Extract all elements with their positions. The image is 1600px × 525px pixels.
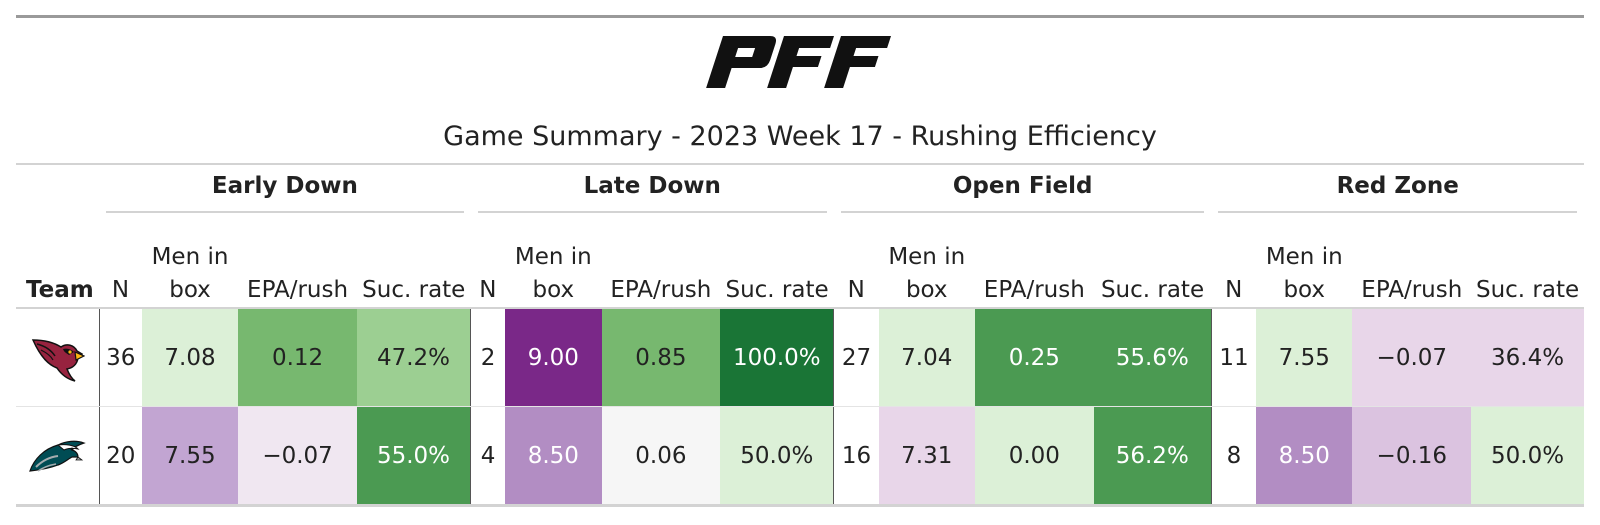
column-header-men-in-box-line2: box (905, 277, 948, 303)
rushing-efficiency-table: Early Down Late Down Open Field Red Zone… (16, 165, 1584, 507)
group-header-open-field: Open Field (834, 165, 1212, 221)
column-header-row: Team N Men in box EPA/rush Suc. rate N Men in b… (16, 221, 1584, 309)
title-rule (16, 163, 1584, 165)
cell-success-rate-early-down: 55.0% (356, 406, 471, 507)
column-header-epa-rush-red-zone: EPA/rush (1352, 221, 1472, 309)
cell-n-late-down: 2 (470, 308, 506, 407)
cell-men-in-box-early-down: 7.55 (141, 406, 239, 507)
group-header-row: Early Down Late Down Open Field Red Zone (16, 165, 1584, 221)
column-header-men-in-box-line1: Men in (1265, 244, 1343, 270)
column-header-success-rate-early-down: Suc. rate (356, 221, 471, 309)
cell-men-in-box-red-zone: 7.55 (1256, 308, 1353, 407)
column-header-n-red-zone: N (1211, 221, 1257, 309)
cell-epa-rush-red-zone: −0.16 (1352, 406, 1472, 507)
cell-men-in-box-open-field: 7.31 (878, 406, 975, 507)
cell-men-in-box-late-down: 9.00 (505, 308, 602, 407)
column-header-epa-rush-early-down: EPA/rush (238, 221, 357, 309)
cell-epa-rush-early-down: 0.12 (238, 308, 357, 407)
cell-epa-rush-late-down: 0.06 (601, 406, 721, 507)
philadelphia-eagles-logo-icon (29, 440, 87, 472)
cell-men-in-box-open-field: 7.04 (878, 308, 975, 407)
column-header-success-rate-open-field: Suc. rate (1093, 221, 1212, 309)
top-rule (16, 15, 1584, 18)
cell-epa-rush-open-field: 0.25 (974, 308, 1094, 407)
column-header-men-in-box-early-down: Men in box (141, 221, 239, 309)
column-header-success-rate-late-down: Suc. rate (720, 221, 834, 309)
column-header-men-in-box-line2: box (1283, 277, 1326, 303)
column-header-men-in-box-open-field: Men in box (878, 221, 975, 309)
cell-n-late-down: 4 (470, 406, 506, 507)
cell-epa-rush-early-down: −0.07 (238, 406, 357, 507)
cell-epa-rush-late-down: 0.85 (601, 308, 721, 407)
column-header-n-open-field: N (833, 221, 879, 309)
arizona-cardinals-logo-icon (32, 338, 86, 382)
cell-epa-rush-red-zone: −0.07 (1352, 308, 1472, 407)
column-header-n-early-down: N (99, 221, 142, 309)
column-header-men-in-box-line1: Men in (888, 244, 966, 270)
table-row: 20 7.55 −0.07 55.0% 4 8.50 0.06 50.0% 16 7.31 0.00… (16, 406, 1584, 507)
cell-n-open-field: 16 (833, 406, 879, 507)
cell-n-early-down: 20 (99, 406, 142, 507)
cell-success-rate-red-zone: 36.4% (1471, 308, 1584, 407)
column-header-team: Team (16, 221, 100, 309)
column-header-epa-rush-open-field: EPA/rush (974, 221, 1094, 309)
cell-success-rate-early-down: 47.2% (356, 308, 471, 407)
cell-men-in-box-late-down: 8.50 (505, 406, 602, 507)
column-header-men-in-box-red-zone: Men in box (1256, 221, 1353, 309)
table-row: 36 7.08 0.12 47.2% 2 9.00 0.85 100.0% 27 7.04 0.25… (16, 308, 1584, 407)
team-logo-cell (16, 308, 100, 407)
table-body: 36 7.08 0.12 47.2% 2 9.00 0.85 100.0% 27 7.04 0.25… (16, 308, 1584, 507)
column-header-men-in-box-line1: Men in (514, 244, 592, 270)
cell-men-in-box-early-down: 7.08 (141, 308, 239, 407)
cell-n-red-zone: 11 (1210, 308, 1257, 407)
cell-men-in-box-red-zone: 8.50 (1256, 406, 1353, 507)
column-header-men-in-box-late-down: Men in box (505, 221, 602, 309)
cell-success-rate-late-down: 100.0% (720, 308, 834, 407)
page-title: Game Summary - 2023 Week 17 - Rushing Ef… (443, 121, 1157, 152)
cell-success-rate-red-zone: 50.0% (1471, 406, 1584, 507)
group-header-late-down: Late Down (471, 165, 834, 221)
cell-n-open-field: 27 (833, 308, 879, 407)
cell-success-rate-open-field: 55.6% (1093, 308, 1212, 407)
column-header-success-rate-red-zone: Suc. rate (1471, 221, 1584, 309)
column-header-epa-rush-late-down: EPA/rush (601, 221, 721, 309)
team-logo-cell (16, 406, 100, 507)
group-header-red-zone: Red Zone (1211, 165, 1584, 221)
cell-n-red-zone: 8 (1210, 406, 1257, 507)
column-header-n-late-down: N (470, 221, 506, 309)
column-header-men-in-box-line2: box (169, 277, 211, 303)
cell-success-rate-late-down: 50.0% (720, 406, 834, 507)
group-header-early-down: Early Down (99, 165, 470, 221)
column-header-men-in-box-line1: Men in (151, 244, 229, 270)
pff-logo (706, 36, 891, 88)
cell-success-rate-open-field: 56.2% (1093, 406, 1212, 507)
column-header-men-in-box-line2: box (532, 277, 575, 303)
group-spacer (16, 165, 99, 221)
cell-n-early-down: 36 (99, 308, 142, 407)
cell-epa-rush-open-field: 0.00 (974, 406, 1094, 507)
